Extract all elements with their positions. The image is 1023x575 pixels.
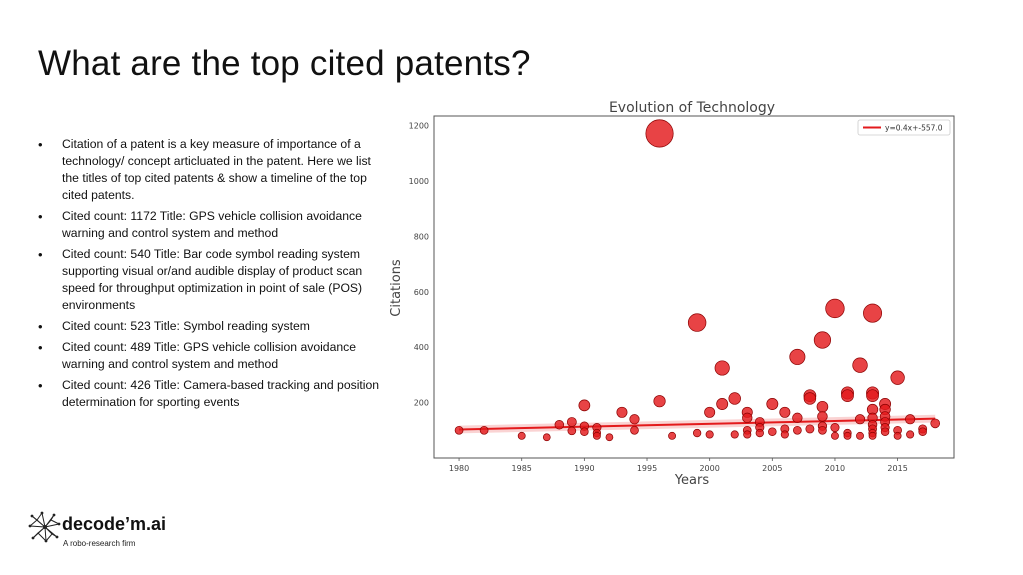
x-tick-label: 2000 (699, 464, 719, 473)
bullet-item: Cited count: 1172 Title: GPS vehicle col… (38, 208, 383, 242)
data-point (906, 430, 915, 439)
data-point (616, 406, 628, 418)
data-point (454, 425, 464, 435)
data-point (578, 399, 591, 412)
x-tick-label: 2010 (825, 464, 845, 473)
data-point (714, 360, 730, 376)
data-point (687, 313, 707, 332)
data-point (866, 389, 879, 403)
data-point (743, 430, 752, 439)
data-point (792, 412, 803, 424)
data-point (479, 425, 489, 435)
data-point (813, 331, 832, 349)
logo-name: decode’m.ai (62, 514, 167, 534)
data-point (825, 298, 845, 319)
data-point (817, 411, 828, 422)
x-tick-label: 2005 (762, 464, 782, 473)
scatter-chart: Evolution of Technology 1980 1985 1990 1995… (382, 92, 962, 492)
data-point (730, 430, 739, 439)
data-point (645, 119, 674, 148)
data-point (629, 414, 640, 425)
x-tick-label: 1995 (637, 464, 657, 473)
legend-box (857, 119, 951, 136)
y-tick-label: 400 (414, 343, 429, 352)
bullet-item: Cited count: 426 Title: Camera-based tra… (38, 377, 383, 411)
data-point (803, 392, 817, 405)
y-axis-label: Citations (389, 259, 404, 317)
data-point (566, 417, 577, 427)
data-point (793, 425, 802, 435)
data-point (705, 430, 714, 439)
y-tick-label: 800 (414, 232, 429, 241)
y-tick-label: 1200 (409, 122, 429, 131)
chart-title: Evolution of Technology (609, 100, 775, 116)
data-point (704, 406, 716, 418)
x-axis-label: Years (674, 473, 710, 488)
data-point (841, 389, 854, 403)
data-point (605, 433, 614, 442)
bullet-list: Citation of a patent is a key measure of… (38, 136, 383, 415)
x-tick-label: 1990 (574, 464, 594, 473)
data-point (517, 431, 526, 440)
data-point (766, 398, 779, 410)
data-point (863, 303, 883, 323)
brain-network-icon (28, 511, 61, 543)
data-point (930, 418, 941, 429)
data-point (728, 392, 741, 405)
data-point (890, 370, 905, 385)
data-point (852, 357, 868, 373)
data-point (779, 406, 791, 418)
data-point (856, 431, 864, 440)
company-logo: decode’m.ai A robo-research firm (28, 508, 178, 553)
data-point (893, 431, 902, 440)
data-point (653, 395, 666, 408)
x-tick-label: 2015 (887, 464, 907, 473)
data-point (831, 431, 839, 440)
x-tick-label: 1980 (449, 464, 469, 473)
data-point (567, 426, 577, 436)
x-tick-label: 1985 (512, 464, 532, 473)
data-point (542, 433, 551, 442)
data-point (768, 427, 777, 436)
bullet-item: Cited count: 489 Title: GPS vehicle coll… (38, 339, 383, 373)
data-point (580, 427, 589, 436)
data-point (843, 431, 852, 440)
data-point (780, 430, 789, 439)
data-point (668, 431, 677, 440)
bullet-item: Cited count: 540 Title: Bar code symbol … (38, 246, 383, 314)
slide-title: What are the top cited patents? (38, 44, 531, 83)
chart-svg: Evolution of Technology 1980 1985 1990 1995… (389, 100, 955, 488)
data-point (868, 431, 877, 440)
logo-tagline: A robo-research firm (63, 539, 136, 548)
y-tick-label: 600 (414, 288, 429, 297)
bullet-item: Cited count: 523 Title: Symbol reading s… (38, 318, 383, 335)
data-point (630, 425, 639, 435)
data-point (592, 431, 601, 440)
data-point (880, 427, 890, 436)
plot-area (433, 115, 955, 459)
data-point (742, 412, 753, 424)
data-point (692, 428, 702, 438)
data-point (918, 427, 927, 436)
data-point (805, 424, 815, 434)
data-point (716, 398, 729, 410)
y-tick-label: 1000 (409, 177, 429, 186)
legend-label: y=0.4x+-557.0 (885, 124, 943, 133)
data-point (554, 420, 565, 430)
data-point (905, 414, 916, 425)
data-point (854, 414, 866, 425)
legend: y=0.4x+-557.0 (857, 119, 951, 136)
data-point (830, 422, 840, 433)
data-point (789, 348, 806, 365)
y-tick-label: 200 (414, 399, 429, 408)
data-point (755, 428, 764, 438)
data-point (818, 425, 827, 435)
bullet-item: Citation of a patent is a key measure of… (38, 136, 383, 204)
data-point (816, 400, 829, 413)
